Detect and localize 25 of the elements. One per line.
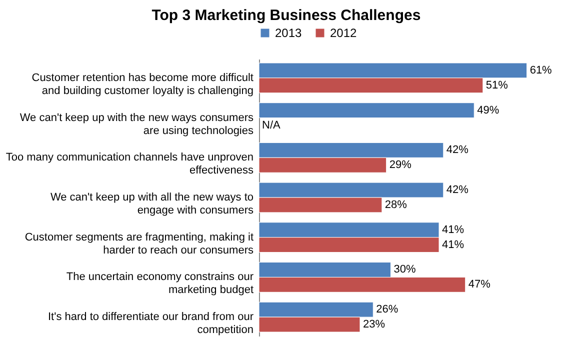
y-tick-label: Customer segments are fragmenting, making it harder to reach our consumers [24,231,254,256]
bar [258,102,474,118]
y-tick-label: The uncertain economy constrains our marketing budget [66,271,254,296]
data-label: 49% [477,104,500,116]
text: N/A [262,119,280,132]
y-tick-label: We can't keep up with the new ways consumers are using technologies [20,112,254,137]
data-label: 26% [376,304,398,316]
data-label: 51% [486,79,508,92]
data-label: 28% [384,198,408,211]
y-tick-label: We can't keep up with all the new ways to engage with consumers [50,192,254,216]
data-label: 29% [389,159,412,172]
y-tick-label: Too many communication channels have unproven effectiveness [6,152,254,177]
legend-label: 2012 [330,26,358,40]
data-label: 23% [362,318,386,331]
y-tick-label: Customer retention has become more difficult and building customer loyalty is challenging [32,72,254,97]
data-label: 47% [468,278,491,291]
data-label: 41% [442,238,464,251]
data-label: 61% [530,64,552,76]
legend-label: 2013 [275,26,302,40]
data-label: 42% [446,184,469,196]
data-label: 41% [442,224,464,236]
data-label: 30% [394,264,416,276]
data-label: 42% [446,144,469,156]
y-tick-label: It's hard to differentiate our brand from our competition [48,311,254,336]
chart-title: Top 3 Marketing Business Challenges [152,7,421,24]
